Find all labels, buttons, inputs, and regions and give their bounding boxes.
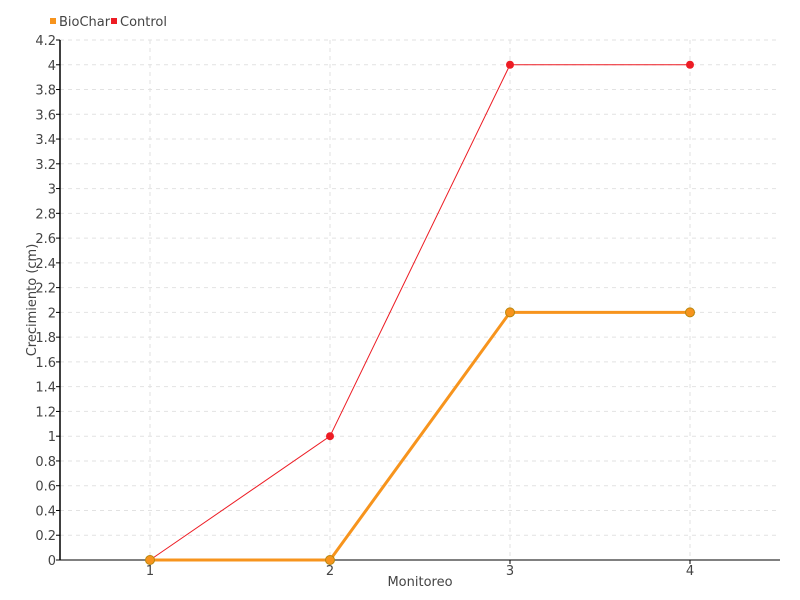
y-tick-label: 3.6: [35, 108, 56, 123]
y-tick-label: 1.6: [35, 356, 56, 371]
y-tick-label: 2.4: [35, 257, 56, 272]
y-axis-label: Crecimiento (cm): [25, 244, 40, 357]
legend-swatch: [50, 18, 56, 24]
data-point: [506, 60, 514, 69]
y-tick-label: 1.2: [35, 405, 56, 420]
x-tick-label: 3: [506, 564, 514, 579]
data-point: [325, 555, 335, 565]
legend-swatch: [111, 18, 117, 24]
x-tick-label: 1: [146, 564, 154, 579]
y-tick-label: 3: [48, 183, 56, 198]
data-point: [686, 60, 694, 69]
y-tick-label: 1.8: [35, 331, 56, 346]
data-point: [326, 432, 334, 441]
series-line-biochar: [150, 310, 690, 562]
x-axis-label: Monitoreo: [387, 575, 452, 590]
series-line-control: [149, 64, 690, 561]
x-tick-label: 2: [326, 564, 334, 579]
y-tick-label: 3.4: [35, 133, 56, 148]
grid: [60, 39, 780, 560]
y-tick-label: 4: [48, 59, 56, 74]
y-tick-label: 2.2: [35, 282, 56, 297]
legend-label: BioChar: [59, 15, 111, 30]
y-tick-label: 3.2: [35, 158, 56, 173]
legend-label: Control: [120, 15, 167, 30]
axes: 0 0.2 0.4 0.6 0.8 1 1.2 1.4 1.6 1.8 2 2.2 2.4 2.6 2.8 3…: [35, 34, 780, 579]
y-tick-label: 0.8: [35, 455, 56, 470]
y-tick-label: 1: [48, 430, 56, 445]
data-point: [145, 555, 155, 565]
y-tick-label: 1.4: [35, 381, 56, 396]
y-tick-label: 0: [48, 554, 56, 569]
series-layer: [145, 60, 695, 565]
y-tick-label: 2.6: [35, 232, 56, 247]
x-tick-label: 4: [686, 564, 694, 579]
y-tick-label: 0.6: [35, 480, 56, 495]
data-point: [505, 307, 515, 318]
y-tick-label: 4.2: [35, 34, 56, 49]
y-tick-label: 0.4: [35, 504, 56, 519]
y-tick-label: 2: [48, 306, 56, 321]
data-point: [685, 307, 695, 318]
y-tick-label: 0.2: [35, 529, 56, 544]
legend: BioChar Control: [50, 15, 167, 30]
y-tick-label: 3.8: [35, 84, 56, 99]
y-tick-label: 2.8: [35, 207, 56, 222]
